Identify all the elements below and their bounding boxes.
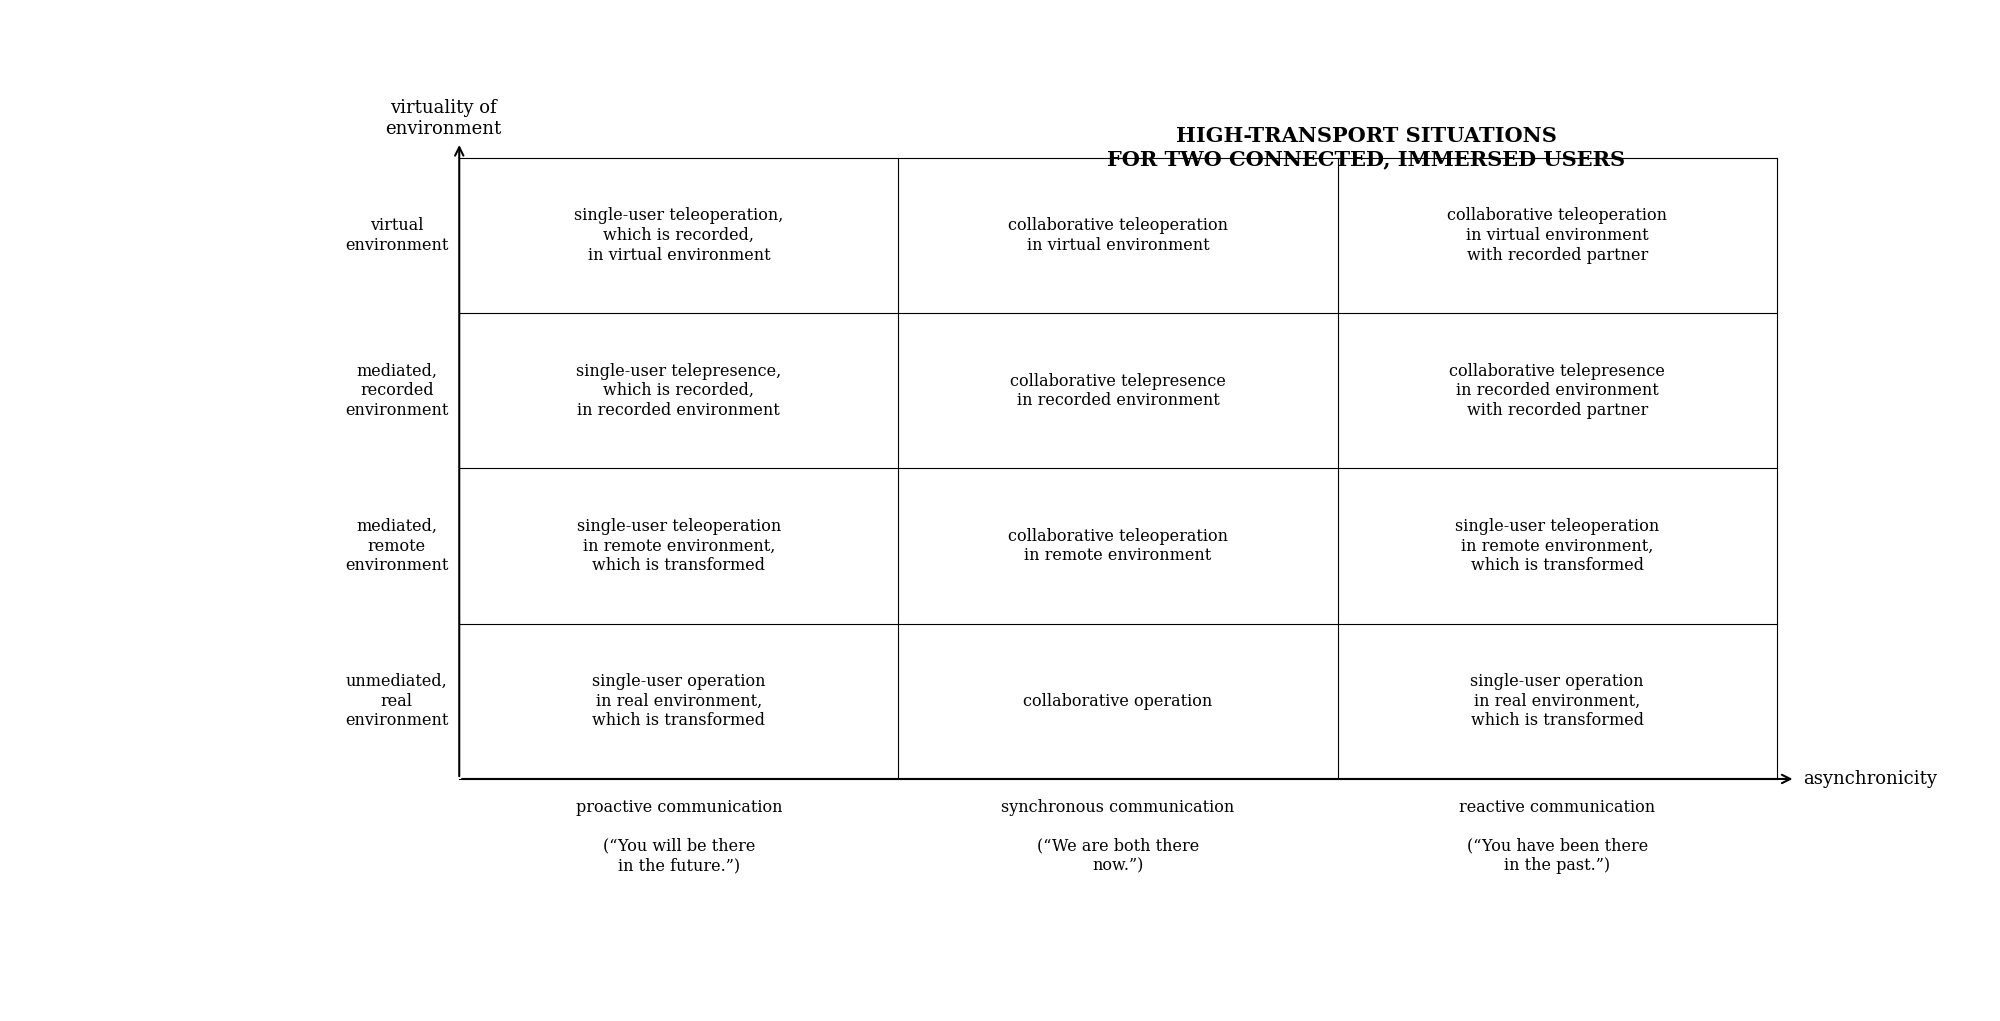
Text: reactive communication

(“You have been there
in the past.”): reactive communication (“You have been t…	[1460, 798, 1656, 874]
Text: single-user operation
in real environment,
which is transformed: single-user operation in real environmen…	[1470, 673, 1644, 729]
Text: single-user operation
in real environment,
which is transformed: single-user operation in real environmen…	[592, 673, 766, 729]
Text: collaborative telepresence
in recorded environment
with recorded partner: collaborative telepresence in recorded e…	[1450, 362, 1666, 419]
Text: HIGH-TRANSPORT SITUATIONS
FOR TWO CONNECTED, IMMERSED USERS: HIGH-TRANSPORT SITUATIONS FOR TWO CONNEC…	[1106, 127, 1626, 169]
Text: collaborative teleoperation
in virtual environment: collaborative teleoperation in virtual e…	[1008, 217, 1228, 254]
Text: unmediated,
real
environment: unmediated, real environment	[346, 673, 448, 729]
Text: collaborative telepresence
in recorded environment: collaborative telepresence in recorded e…	[1010, 373, 1226, 409]
Text: virtual
environment: virtual environment	[346, 217, 448, 254]
Text: synchronous communication

(“We are both there
now.”): synchronous communication (“We are both …	[1002, 798, 1234, 874]
Text: mediated,
remote
environment: mediated, remote environment	[346, 518, 448, 574]
Text: single-user teleoperation
in remote environment,
which is transformed: single-user teleoperation in remote envi…	[576, 518, 780, 574]
Text: single-user telepresence,
which is recorded,
in recorded environment: single-user telepresence, which is recor…	[576, 362, 782, 419]
Text: asynchronicity: asynchronicity	[1804, 770, 1938, 788]
Text: virtuality of
environment: virtuality of environment	[386, 99, 502, 138]
Text: proactive communication

(“You will be there
in the future.”): proactive communication (“You will be th…	[576, 798, 782, 874]
Text: mediated,
recorded
environment: mediated, recorded environment	[346, 362, 448, 419]
Text: collaborative operation: collaborative operation	[1024, 693, 1212, 710]
Text: collaborative teleoperation
in virtual environment
with recorded partner: collaborative teleoperation in virtual e…	[1448, 207, 1668, 263]
Text: collaborative teleoperation
in remote environment: collaborative teleoperation in remote en…	[1008, 528, 1228, 565]
Text: single-user teleoperation
in remote environment,
which is transformed: single-user teleoperation in remote envi…	[1456, 518, 1660, 574]
Text: single-user teleoperation,
which is recorded,
in virtual environment: single-user teleoperation, which is reco…	[574, 207, 784, 263]
